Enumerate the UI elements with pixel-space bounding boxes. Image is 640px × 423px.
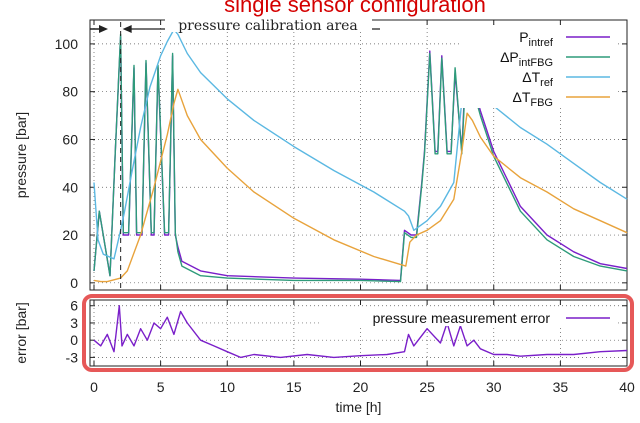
legend-background [460, 68, 616, 88]
annotation-background [165, 18, 372, 32]
legend-label: ΔTFBG [512, 89, 553, 109]
legend-label: ΔPintFBG [500, 49, 553, 69]
series-line [93, 88, 628, 283]
calibration-arrowhead [122, 25, 132, 33]
y-axis-label: error [bar] [13, 302, 29, 363]
legend-background [460, 28, 616, 48]
x-axis-label: time [h] [336, 399, 382, 415]
pressure-panel: 0 20 40 60 80 100 pressure [bar] pressure calib… [13, 18, 628, 291]
chart-title: single sensor configuration [224, 0, 486, 17]
y-tick-label: 20 [62, 227, 78, 243]
legend-label: pressure measurement error [373, 310, 551, 326]
legend-background [460, 48, 616, 68]
y-tick-label: 0 [70, 275, 78, 291]
calibration-annotation: pressure calibration area [178, 18, 358, 34]
x-tick-label: 20 [353, 379, 369, 395]
series-line [93, 305, 628, 359]
x-tick-label: 0 [90, 379, 98, 395]
y-tick-label: -3 [66, 349, 79, 365]
x-tick-label: 10 [219, 379, 235, 395]
x-tick-label: 15 [286, 379, 302, 395]
legend-label: Pintref [519, 29, 554, 49]
y-tick-label: 80 [62, 84, 78, 100]
y-tick-label: 60 [62, 131, 78, 147]
x-tick-label: 40 [619, 379, 635, 395]
y-axis-label: pressure [bar] [13, 112, 29, 198]
y-tick-label: 0 [70, 332, 78, 348]
legend-label: ΔTref [522, 69, 554, 89]
highlight-box [82, 294, 634, 372]
y-tick-label: 100 [55, 36, 79, 52]
legend-background [320, 308, 618, 326]
x-tick-label: 30 [486, 379, 502, 395]
legend-background [460, 88, 616, 108]
calibration-arrowhead [98, 25, 108, 33]
y-tick-label: 40 [62, 179, 78, 195]
plot-frame [89, 299, 628, 367]
x-tick-label: 25 [419, 379, 435, 395]
y-tick-label: 3 [70, 315, 78, 331]
x-tick-label: 35 [553, 379, 569, 395]
y-tick-label: 6 [70, 298, 78, 314]
x-tick-label: 5 [157, 379, 165, 395]
